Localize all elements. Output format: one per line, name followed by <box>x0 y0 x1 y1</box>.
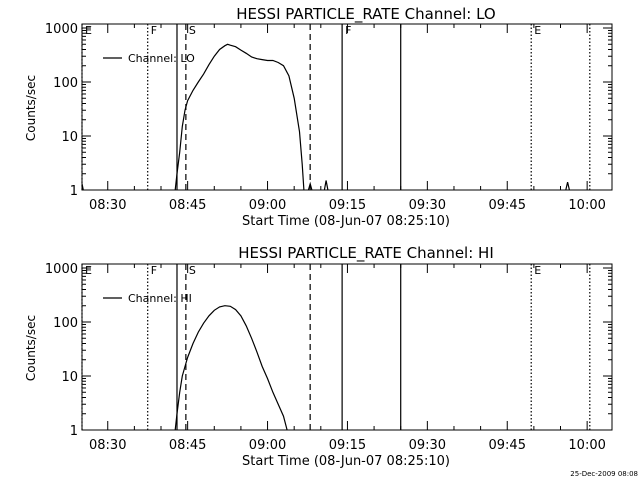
series-line <box>565 181 570 191</box>
x-axis-label: Start Time (08-Jun-07 08:25:10) <box>242 214 450 229</box>
y-tick-label: 100 <box>53 76 78 91</box>
lo-channel-panel: HESSI PARTICLE_RATE Channel: LO Counts/s… <box>24 5 613 229</box>
y-tick-label: 1000 <box>45 22 78 37</box>
x-tick-label: 09:30 <box>409 198 446 213</box>
event-marker-label: E <box>534 24 541 37</box>
y-tick-label: 1 <box>70 424 78 439</box>
series-line <box>174 43 305 191</box>
x-tick-label: 09:15 <box>329 198 366 213</box>
x-axis-label: Start Time (08-Jun-07 08:25:10) <box>242 454 450 469</box>
chart-title: HESSI PARTICLE_RATE Channel: LO <box>236 5 495 24</box>
plot-frame <box>81 23 613 191</box>
x-tick-label: 09:45 <box>489 198 526 213</box>
x-tick-label: 10:00 <box>568 198 605 213</box>
plot-frame <box>81 263 613 431</box>
x-tick-label: 09:30 <box>409 438 446 453</box>
y-tick-label: 1000 <box>45 262 78 277</box>
series-line <box>307 181 313 191</box>
legend-entry: Channel: LO <box>128 52 195 65</box>
x-tick-label: 08:45 <box>169 438 206 453</box>
x-tick-label: 09:15 <box>329 438 366 453</box>
event-marker-label: E <box>534 264 541 277</box>
x-tick-label: 08:30 <box>89 198 126 213</box>
footer-timestamp: 25-Dec-2009 08:08 <box>570 470 638 478</box>
x-tick-label: 09:00 <box>249 438 286 453</box>
y-tick-label: 100 <box>53 316 78 331</box>
x-tick-label: 10:00 <box>568 438 605 453</box>
series-line <box>174 305 288 431</box>
event-marker-label: F <box>151 24 157 37</box>
y-axis-label: Counts/sec <box>24 75 38 141</box>
y-tick-label: 1 <box>70 184 78 199</box>
x-tick-label: 08:30 <box>89 438 126 453</box>
event-marker-label: S <box>189 264 196 277</box>
hi-channel-panel: HESSI PARTICLE_RATE Channel: HI Counts/s… <box>24 244 613 469</box>
chart-title: HESSI PARTICLE_RATE Channel: HI <box>238 244 494 263</box>
y-tick-label: 10 <box>61 370 78 385</box>
event-marker-label: S <box>189 24 196 37</box>
event-marker-label: E <box>85 264 92 277</box>
series-line <box>323 180 329 191</box>
x-tick-label: 08:45 <box>169 198 206 213</box>
event-marker-label: F <box>345 24 351 37</box>
y-tick-label: 10 <box>61 130 78 145</box>
series-line <box>81 183 84 191</box>
x-tick-label: 09:45 <box>489 438 526 453</box>
legend-entry: Channel: HI <box>128 292 192 305</box>
event-marker-label: F <box>151 264 157 277</box>
event-marker-label: E <box>85 24 92 37</box>
y-axis-label: Counts/sec <box>24 315 38 381</box>
x-tick-label: 09:00 <box>249 198 286 213</box>
